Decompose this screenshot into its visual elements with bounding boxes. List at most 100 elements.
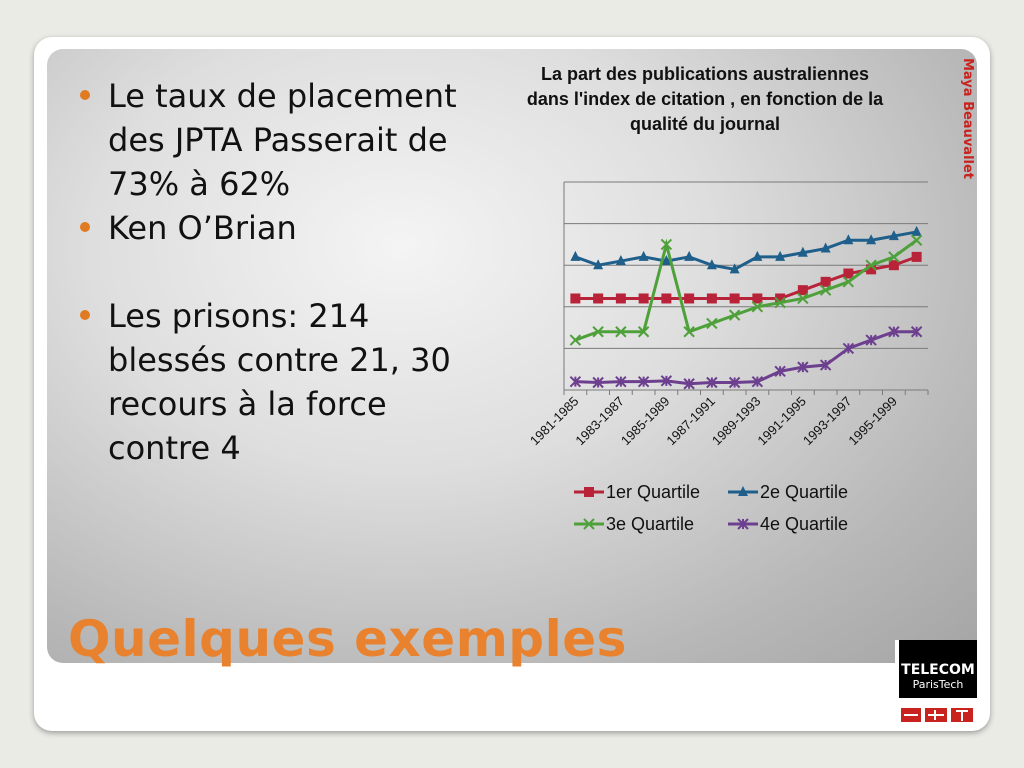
chart-point: [866, 264, 877, 275]
chart-point: [729, 293, 740, 304]
chart-point: [865, 334, 877, 346]
bullet-text: Les prisons: 214 blessés contre 21, 30 r…: [108, 297, 451, 467]
bullet-dot-icon: [80, 310, 90, 320]
chart-point: [866, 234, 877, 245]
chart-point: [911, 225, 922, 236]
chart-point: [797, 246, 808, 257]
chart-x-tick-label: 1985-1989: [618, 394, 673, 449]
bullet-dot-icon: [80, 222, 90, 232]
bullet-list: Le taux de placement des JPTA Passerait …: [78, 74, 498, 470]
chart-point: [683, 378, 695, 390]
legend-label: 3e Quartile: [606, 514, 694, 534]
logo-line2: ParisTech: [912, 678, 964, 691]
chart-point: [797, 285, 808, 296]
logo-seal-icon: [901, 708, 973, 722]
chart-point: [752, 250, 763, 261]
chart-point: [615, 293, 626, 304]
legend-marker: [738, 486, 748, 496]
chart-point: [637, 375, 650, 388]
bullet-text: Ken O’Brian: [108, 209, 297, 247]
chart-point: [843, 268, 854, 279]
chart-point: [706, 259, 717, 270]
chart-point: [706, 376, 718, 389]
chart-point: [797, 292, 809, 305]
chart-point: [843, 234, 854, 245]
logo-box: TELECOM ParisTech: [899, 640, 977, 698]
chart-point: [684, 293, 695, 304]
chart-point: [797, 361, 809, 373]
chart-point: [706, 293, 717, 304]
chart-point: [865, 259, 877, 271]
chart-point: [706, 317, 718, 330]
chart-point: [661, 255, 672, 266]
bullet-item-prisons: Les prisons: 214 blessés contre 21, 30 r…: [78, 294, 498, 470]
chart-point: [661, 293, 672, 304]
chart-point: [774, 296, 786, 309]
legend-marker: [737, 518, 749, 530]
chart-point: [775, 293, 786, 304]
chart-point: [683, 326, 695, 338]
chart-point: [569, 334, 582, 346]
legend-marker: [584, 487, 594, 497]
chart-point: [820, 242, 831, 253]
chart-x-tick-label: 1983-1987: [572, 394, 627, 449]
chart-point: [593, 293, 604, 304]
legend-label: 2e Quartile: [760, 482, 848, 502]
chart-point: [910, 234, 923, 246]
chart-point: [911, 251, 922, 262]
chart-point: [593, 259, 604, 270]
chart-x-tick-label: 1987-1991: [663, 394, 718, 449]
chart-point: [888, 230, 899, 241]
chart-point: [684, 250, 695, 261]
chart-point: [819, 359, 832, 371]
chart-point: [637, 326, 650, 338]
chart-point: [842, 342, 855, 355]
chart-point: [570, 293, 581, 304]
chart-point: [570, 250, 581, 261]
chart-point: [774, 365, 786, 377]
author-name: Maya Beauvallet: [960, 58, 975, 180]
chart-point: [660, 238, 673, 251]
chart-point: [842, 276, 855, 288]
legend-label: 4e Quartile: [760, 514, 848, 534]
chart-point: [888, 251, 900, 263]
telecom-paristech-logo: TELECOM ParisTech: [895, 640, 979, 730]
chart-point: [569, 375, 582, 388]
chart-point: [752, 293, 763, 304]
chart-point: [819, 284, 832, 296]
chart-point: [888, 326, 900, 338]
chart-point: [615, 255, 626, 266]
chart-point: [751, 301, 764, 313]
chart-point: [751, 375, 764, 388]
chart-point: [592, 376, 604, 389]
chart-title: La part des publications australiennes d…: [526, 64, 884, 134]
bullet-dot-icon: [80, 90, 90, 100]
chart-point: [728, 309, 741, 321]
chart-point: [638, 250, 649, 261]
chart-x-tick-label: 1981-1985: [527, 394, 582, 449]
chart-point: [660, 375, 673, 387]
chart-series-line: [574, 238, 918, 342]
legend-marker: [583, 518, 595, 530]
slide-content-panel: [47, 49, 977, 663]
bullet-text: Le taux de placement des JPTA Passerait …: [108, 77, 457, 203]
logo-line1: TELECOM: [901, 662, 975, 678]
chart-x-tick-label: 1993-1997: [800, 394, 855, 449]
chart-point: [910, 326, 923, 338]
legend-label: 1er Quartile: [606, 482, 700, 502]
bullet-item-ken-obrian: Ken O’Brian: [78, 206, 498, 250]
slide-title: Quelques exemples: [68, 610, 627, 668]
chart-point: [592, 326, 604, 338]
chart-x-tick-label: 1991-1995: [754, 394, 809, 449]
chart-series-line: [575, 330, 917, 386]
chart-series-line: [575, 255, 918, 300]
chart-x-tick-label: 1989-1993: [709, 394, 764, 449]
chart-point: [820, 276, 831, 287]
chart-point: [615, 375, 627, 388]
chart-point: [775, 250, 786, 261]
chart-point: [638, 293, 649, 304]
bullet-item-placement: Le taux de placement des JPTA Passerait …: [78, 74, 498, 206]
chart-point: [888, 260, 899, 271]
chart-point: [615, 326, 627, 338]
